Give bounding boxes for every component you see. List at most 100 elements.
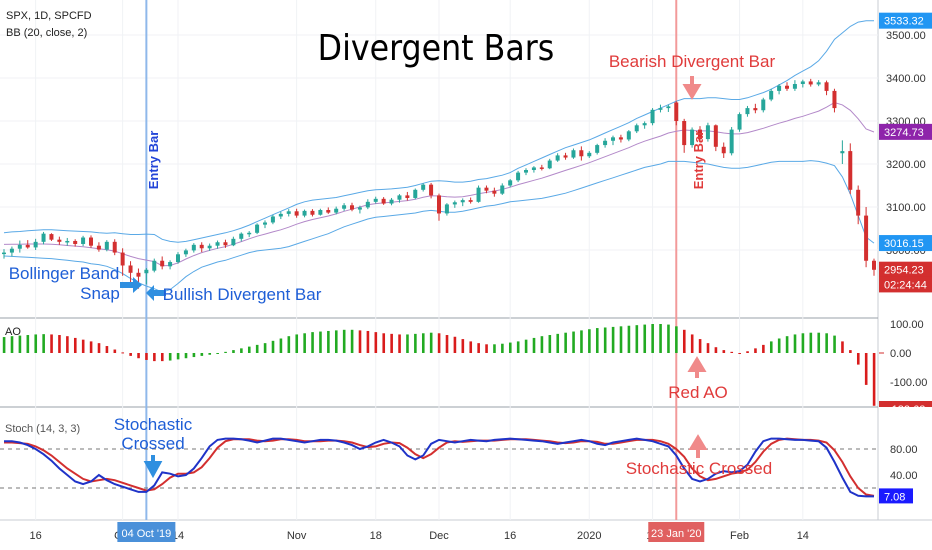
candle-body — [737, 114, 742, 130]
ao-bar — [516, 341, 520, 353]
candle-body — [120, 252, 125, 266]
ao-tag — [879, 401, 932, 407]
ao-bar — [738, 353, 741, 354]
ao-bar — [595, 328, 599, 353]
candle-body — [666, 106, 671, 109]
candle-body — [191, 244, 196, 251]
ao-bar — [34, 334, 38, 353]
ao-bar — [611, 326, 615, 353]
ao-bar — [216, 353, 219, 354]
ao-tick-label: -100.00 — [890, 377, 927, 389]
ao-bar — [2, 337, 6, 353]
candle-body — [286, 211, 291, 214]
ao-bar — [58, 335, 61, 353]
ao-bar — [50, 334, 53, 353]
candle-body — [73, 240, 78, 244]
ao-bar — [769, 341, 773, 353]
bearish-bar-label: Bearish Divergent Bar — [609, 52, 776, 71]
candle-body — [199, 244, 204, 249]
candle-body — [721, 146, 726, 154]
time-tick-label: 18 — [370, 530, 382, 542]
ao-bar — [841, 341, 844, 353]
ao-bar — [643, 324, 647, 353]
candle-body — [682, 121, 687, 146]
ao-bar — [121, 352, 125, 354]
candle-body — [563, 155, 568, 158]
ao-bar — [327, 330, 330, 353]
stoch-tag — [879, 488, 913, 504]
ao-bar — [698, 339, 702, 353]
candle-body — [618, 137, 623, 140]
candle-body — [41, 233, 46, 242]
ao-bar — [421, 333, 425, 353]
candle-body — [690, 129, 695, 146]
ao-bar — [287, 336, 291, 353]
ao-bar — [113, 349, 117, 353]
ao-bar — [777, 338, 781, 353]
candle-body — [547, 160, 552, 169]
candle-body — [713, 125, 718, 147]
candlesticks — [2, 78, 876, 289]
candle-body — [373, 198, 378, 202]
candle-body — [587, 152, 592, 157]
candle-body — [429, 184, 434, 196]
candle-body — [294, 211, 299, 216]
ao-bar — [809, 332, 813, 353]
price-tick-label: 3100.00 — [886, 202, 926, 214]
price-tag-label: 3274.73 — [884, 127, 924, 139]
stoch-left-arrow-icon — [143, 455, 163, 479]
symbol-label[interactable]: SPX, 1D, SPCFD — [6, 10, 92, 22]
stoch-indicator-label[interactable]: Stoch (14, 3, 3) — [5, 423, 80, 435]
price-tick-label: 3200.00 — [886, 159, 926, 171]
candle-body — [832, 90, 837, 109]
ao-bar — [247, 346, 251, 353]
candle-body — [705, 125, 710, 140]
candle-body — [792, 84, 797, 89]
ao-indicator-label[interactable]: AO — [5, 326, 21, 338]
bb-indicator-label[interactable]: BB (20, close, 2) — [6, 27, 87, 39]
stoch-right-arrow-icon — [688, 434, 708, 458]
ao-bar — [793, 334, 797, 353]
candle-body — [405, 195, 410, 198]
ao-bar — [659, 324, 662, 353]
ao-bar — [279, 338, 283, 353]
candle-body — [318, 210, 323, 215]
ao-bar — [445, 335, 449, 353]
ao-bar — [856, 353, 860, 365]
candle-body — [397, 195, 402, 200]
ao-bar — [319, 331, 322, 353]
ao-bar — [825, 333, 828, 353]
candle-body — [595, 145, 600, 153]
ao-bar — [817, 332, 821, 353]
stochastic — [0, 437, 878, 498]
ao-bar — [532, 337, 536, 353]
candle-body — [223, 242, 228, 246]
candle-body — [531, 167, 536, 171]
time-highlight-right — [648, 522, 705, 542]
ao-tick-label: 100.00 — [890, 319, 924, 331]
time-tick-label: Dec — [429, 530, 449, 542]
ao-bar — [635, 325, 639, 353]
red-ao-arrow-icon — [687, 356, 707, 378]
stoch-k-line — [4, 437, 874, 498]
candle-body — [840, 151, 845, 154]
ao-bar — [303, 333, 306, 353]
candle-body — [808, 81, 813, 85]
price-tag-label: 2954.23 — [884, 265, 924, 277]
ao-bar — [469, 341, 473, 353]
candle-body — [824, 82, 829, 91]
ao-bar — [754, 348, 757, 353]
candle-body — [468, 200, 473, 202]
candle-body — [524, 170, 528, 173]
candle-body — [800, 81, 805, 85]
ao-bar — [493, 344, 496, 353]
candle-body — [326, 210, 331, 213]
ao-bar — [501, 343, 504, 353]
candle-body — [81, 237, 86, 244]
candle-body — [33, 241, 38, 248]
stoch-tag-label: 7.08 — [884, 491, 905, 503]
ao-bar — [192, 353, 196, 358]
ao-bar — [97, 343, 101, 353]
